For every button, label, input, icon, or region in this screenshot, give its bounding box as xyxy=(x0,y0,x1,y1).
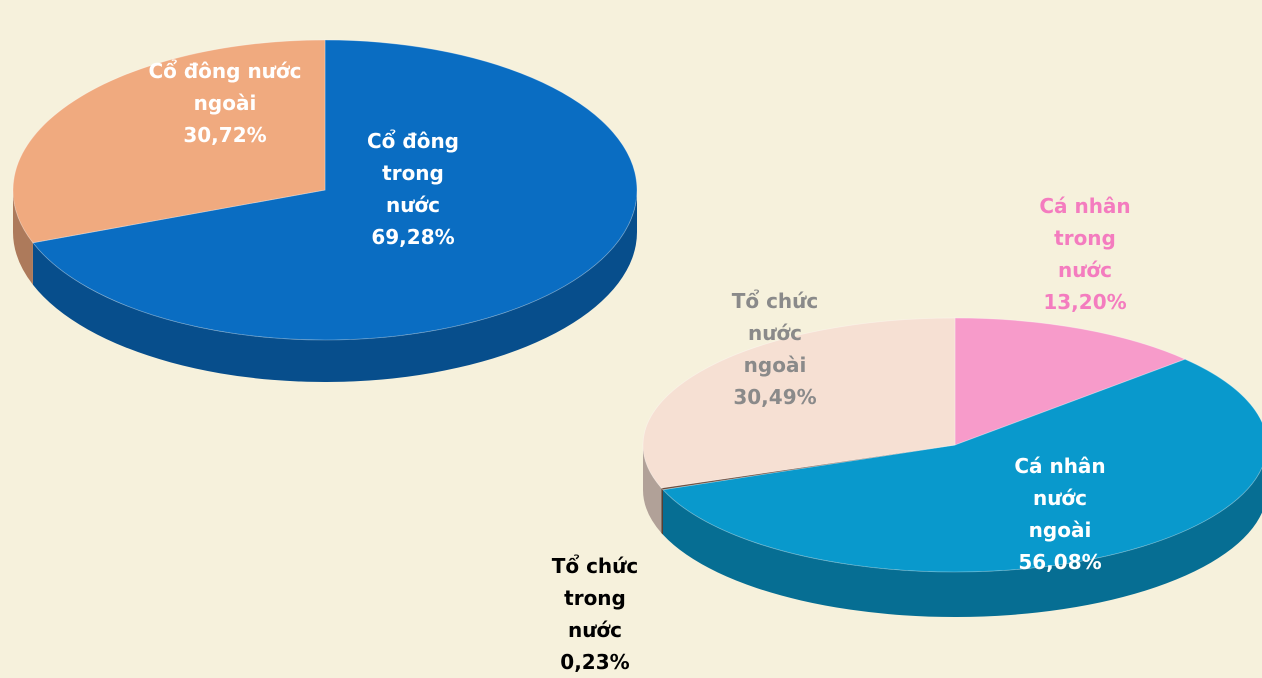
slice-side xyxy=(32,190,638,383)
slice-side xyxy=(661,487,663,535)
category: Tổ chức trong nước xyxy=(551,554,639,642)
slice-side xyxy=(643,445,662,533)
slice-label: Cổ đông nước ngoài 30,72% xyxy=(140,55,310,151)
value-label: 30,49% xyxy=(733,385,817,409)
category: Cá nhân trong nước xyxy=(1039,194,1131,282)
slice xyxy=(32,39,638,341)
value-label: 13,20% xyxy=(1043,290,1127,314)
category: Cổ đông nước ngoài xyxy=(148,59,302,115)
slice-side xyxy=(662,467,1262,617)
value-label: 56,08% xyxy=(1018,550,1102,574)
category: Cá nhân nước ngoài xyxy=(1014,454,1106,542)
slice-label: Cá nhân trong nước 13,20% xyxy=(1030,190,1140,318)
slice-label: Cá nhân nước ngoài 56,08% xyxy=(1005,450,1115,578)
value-label: 0,23% xyxy=(560,650,630,674)
slice xyxy=(660,444,956,491)
slice-label: Tổ chức trong nước 0,23% xyxy=(540,550,650,678)
category: Tổ chức nước ngoài xyxy=(731,289,819,377)
slice xyxy=(662,358,1262,573)
category: Cổ đông trong nước xyxy=(367,129,459,217)
slice-label: Cổ đông trong nước 69,28% xyxy=(358,125,468,253)
slice xyxy=(12,39,326,244)
slice xyxy=(954,317,1187,446)
slice xyxy=(642,317,956,489)
value-label: 69,28% xyxy=(371,225,455,249)
slice-side xyxy=(13,190,33,285)
value-label: 30,72% xyxy=(183,123,267,147)
slice-label: Tổ chức nước ngoài 30,49% xyxy=(720,285,830,413)
